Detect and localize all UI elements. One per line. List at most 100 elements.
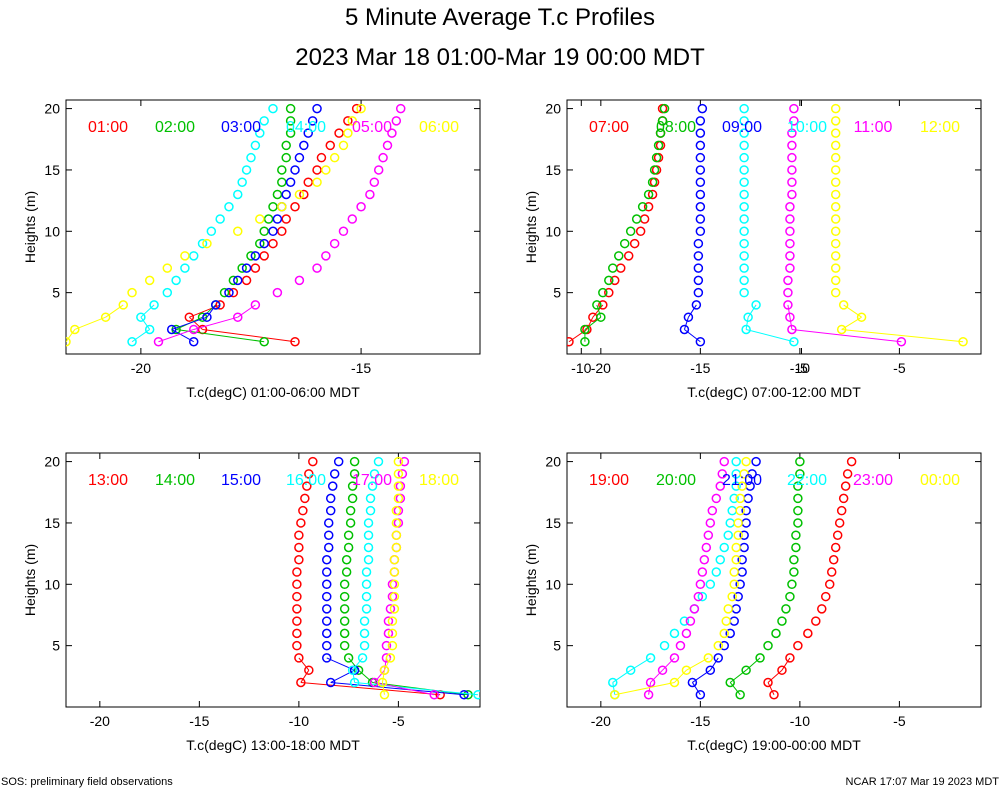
data-point xyxy=(277,202,287,212)
data-point xyxy=(473,689,480,700)
data-point xyxy=(608,263,618,273)
data-point xyxy=(292,591,302,602)
data-point xyxy=(359,640,370,651)
data-point xyxy=(378,152,388,163)
data-point xyxy=(294,152,305,163)
data-point xyxy=(387,616,398,626)
data-point xyxy=(647,189,658,200)
data-point xyxy=(741,505,751,516)
data-point xyxy=(785,591,795,602)
series-segment xyxy=(691,682,701,696)
series-segment xyxy=(298,657,310,671)
data-point xyxy=(308,456,318,467)
data-point xyxy=(393,469,404,479)
series-segment xyxy=(592,304,604,318)
data-point xyxy=(166,324,177,335)
chart-panel-3: -20 -15 -10 -5 5 10 15 20 T.c(degC) 13:00-18:00 … xyxy=(22,452,481,753)
data-point xyxy=(329,152,340,163)
data-point xyxy=(359,628,370,639)
series-segment xyxy=(747,304,757,318)
data-point xyxy=(731,481,741,491)
data-point xyxy=(625,665,636,675)
data-point xyxy=(838,493,849,504)
data-point xyxy=(292,567,302,577)
data-point xyxy=(339,604,350,614)
data-point xyxy=(389,591,400,602)
data-point xyxy=(250,300,261,310)
data-point xyxy=(717,469,727,479)
data-point xyxy=(325,493,336,504)
data-point xyxy=(580,324,590,335)
data-point xyxy=(391,542,402,553)
data-point xyxy=(739,214,749,224)
data-point xyxy=(373,165,384,175)
y-tick-label: 5 xyxy=(52,638,60,654)
series-segment xyxy=(66,329,76,343)
series-segment xyxy=(158,328,194,343)
data-point xyxy=(341,567,352,577)
series-segment xyxy=(131,329,150,343)
series-segment xyxy=(789,317,793,330)
data-point xyxy=(363,518,374,528)
data-point xyxy=(171,275,181,286)
series-segment xyxy=(584,316,602,330)
series-segment xyxy=(791,328,902,343)
data-point xyxy=(697,567,708,577)
data-point xyxy=(304,665,314,675)
data-point xyxy=(787,165,797,175)
data-point xyxy=(347,214,358,224)
data-point xyxy=(751,300,761,310)
data-point xyxy=(351,103,362,114)
data-point xyxy=(294,275,305,286)
data-point xyxy=(637,202,648,212)
x-tick-label: -15 xyxy=(690,713,710,729)
data-point xyxy=(729,567,739,577)
data-point xyxy=(391,505,402,516)
y-tick-label: 5 xyxy=(553,638,561,654)
data-point xyxy=(277,226,287,237)
data-point xyxy=(255,128,265,138)
data-point xyxy=(725,677,735,688)
data-point xyxy=(292,616,302,626)
series-segment xyxy=(383,657,387,671)
plot-area xyxy=(567,103,968,347)
data-point xyxy=(325,140,336,151)
data-point xyxy=(723,604,733,614)
data-point xyxy=(292,579,302,590)
data-point xyxy=(202,312,212,322)
data-point xyxy=(669,677,680,688)
series-segment xyxy=(348,657,359,671)
data-point xyxy=(197,238,208,249)
data-point xyxy=(834,518,845,528)
data-point xyxy=(389,555,400,565)
data-point xyxy=(787,579,797,590)
data-point xyxy=(830,238,841,249)
data-point xyxy=(241,263,252,273)
y-tick-label: 20 xyxy=(44,454,60,470)
series-segment xyxy=(352,657,363,671)
data-point xyxy=(739,103,749,114)
data-point xyxy=(610,275,620,286)
series-segment xyxy=(729,682,741,696)
data-point xyxy=(598,300,608,310)
data-point xyxy=(830,202,841,212)
data-point xyxy=(695,214,706,224)
data-point xyxy=(241,275,252,286)
data-point xyxy=(789,103,799,114)
data-point xyxy=(296,518,306,528)
data-point xyxy=(739,152,749,163)
data-point xyxy=(389,604,400,614)
data-point xyxy=(830,165,841,175)
data-point xyxy=(255,214,265,224)
data-point xyxy=(259,116,269,126)
data-point xyxy=(785,238,795,249)
data-point xyxy=(338,226,349,237)
legend-label: 02:00 xyxy=(155,119,195,136)
data-point xyxy=(679,324,690,335)
data-point xyxy=(729,579,739,590)
data-point xyxy=(383,628,394,639)
data-point xyxy=(343,128,353,138)
data-point xyxy=(693,275,704,286)
series-segment xyxy=(687,304,697,318)
data-point xyxy=(153,336,164,347)
